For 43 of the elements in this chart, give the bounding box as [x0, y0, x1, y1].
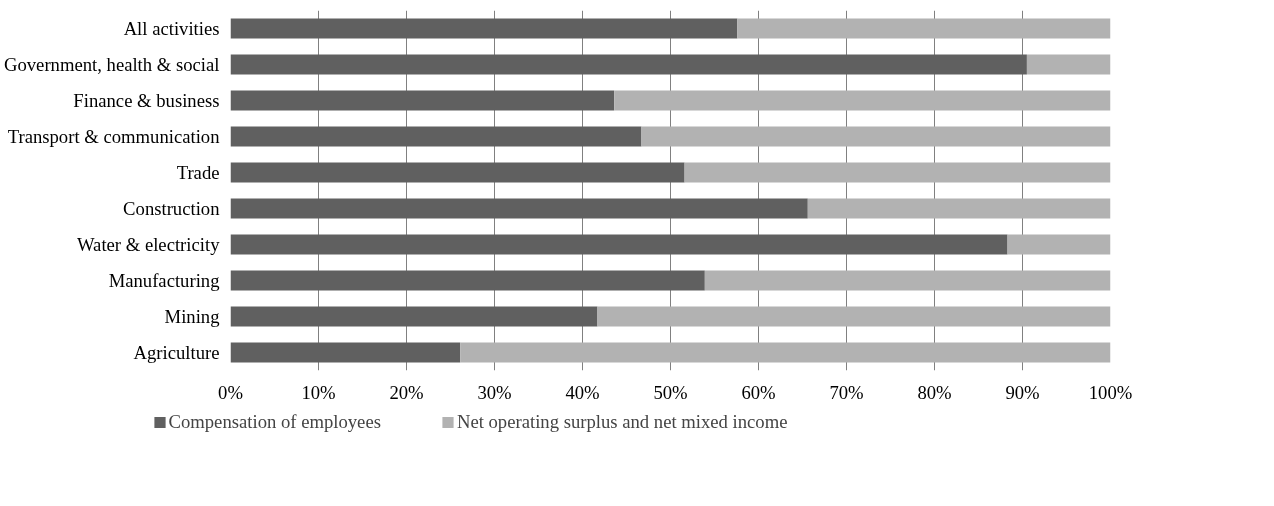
bar — [230, 234, 1008, 255]
bar — [230, 18, 738, 39]
bar — [230, 306, 598, 327]
x-tick-label: 20% — [389, 381, 424, 403]
x-tick-label: 40% — [565, 381, 600, 403]
bar — [230, 198, 808, 219]
x-tick-label: 70% — [829, 381, 864, 403]
y-tick-label: Government, health & social — [3, 54, 220, 75]
bar — [230, 270, 705, 291]
bar — [230, 54, 1027, 75]
bar — [1026, 54, 1111, 75]
y-tick-label: Agriculture — [133, 342, 220, 363]
bar — [1007, 234, 1111, 255]
x-tick-label: 30% — [477, 381, 512, 403]
x-tick-label: 100% — [1088, 381, 1133, 403]
bar — [597, 306, 1111, 327]
bar — [737, 18, 1111, 39]
y-tick-label: Manufacturing — [108, 270, 220, 291]
bar — [230, 126, 642, 147]
y-tick-label: Finance & business — [73, 90, 220, 111]
y-tick-label: Transport & communication — [7, 126, 221, 147]
y-tick-label: Trade — [176, 162, 220, 183]
legend-label: Net operating surplus and net mixed income — [456, 411, 788, 433]
bar — [807, 198, 1111, 219]
legend-label: Compensation of employees — [168, 411, 381, 433]
y-tick-label: Water & electricity — [77, 234, 221, 255]
x-tick-label: 0% — [218, 381, 243, 403]
bar — [230, 90, 615, 111]
x-tick-label: 90% — [1005, 381, 1040, 403]
y-tick-label: All activities — [123, 18, 220, 39]
bar — [704, 270, 1111, 291]
x-tick-label: 80% — [917, 381, 952, 403]
x-tick-label: 60% — [741, 381, 776, 403]
bar — [641, 126, 1111, 147]
y-tick-label: Construction — [123, 198, 221, 219]
bar — [614, 90, 1111, 111]
bar — [230, 162, 685, 183]
y-tick-label: Mining — [164, 306, 220, 327]
x-tick-label: 50% — [653, 381, 688, 403]
bar — [230, 342, 461, 363]
x-tick-label: 10% — [301, 381, 336, 403]
bar — [460, 342, 1111, 363]
bar — [684, 162, 1111, 183]
